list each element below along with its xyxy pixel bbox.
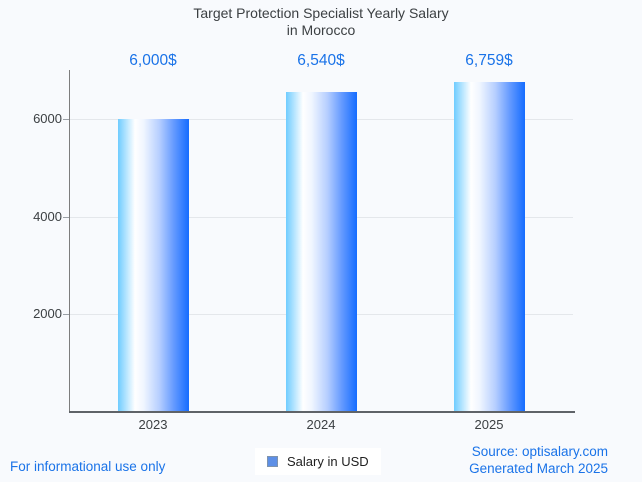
chart-title-line2: in Morocco: [286, 22, 356, 38]
y-axis-tick: [63, 314, 69, 316]
disclaimer-text: For informational use only: [10, 459, 166, 474]
chart-title: Target Protection Specialist Yearly Sala…: [0, 5, 642, 39]
chart-title-line1: Target Protection Specialist Yearly Sala…: [193, 5, 449, 21]
y-axis-line: [69, 70, 70, 412]
y-tick-label: 2000: [33, 306, 62, 322]
bar-2023[interactable]: [117, 118, 189, 411]
x-tick-label-2023: 2023: [138, 417, 168, 432]
y-tick-label: 4000: [33, 208, 62, 224]
legend-swatch-icon: [267, 456, 278, 467]
y-axis-tick: [63, 216, 69, 218]
y-tick-label: 6000: [33, 110, 62, 126]
generated-text: Generated March 2025: [469, 460, 608, 476]
y-axis-tick: [63, 118, 69, 120]
source-block: Source: optisalary.com Generated March 2…: [469, 444, 608, 477]
legend-label: Salary in USD: [287, 454, 369, 469]
x-tick-label-2024: 2024: [306, 417, 336, 432]
bar-2025[interactable]: [453, 81, 525, 411]
plot-area: [63, 70, 575, 413]
legend[interactable]: Salary in USD: [255, 448, 381, 475]
value-label-2025: 6,759$: [465, 52, 513, 69]
x-tick-label-2025: 2025: [474, 417, 504, 432]
value-label-2023: 6,000$: [129, 52, 177, 69]
x-axis-line: [69, 411, 575, 413]
source-text: Source: optisalary.com: [471, 444, 608, 459]
value-label-2024: 6,540$: [297, 52, 345, 69]
bar-2024[interactable]: [285, 92, 357, 411]
